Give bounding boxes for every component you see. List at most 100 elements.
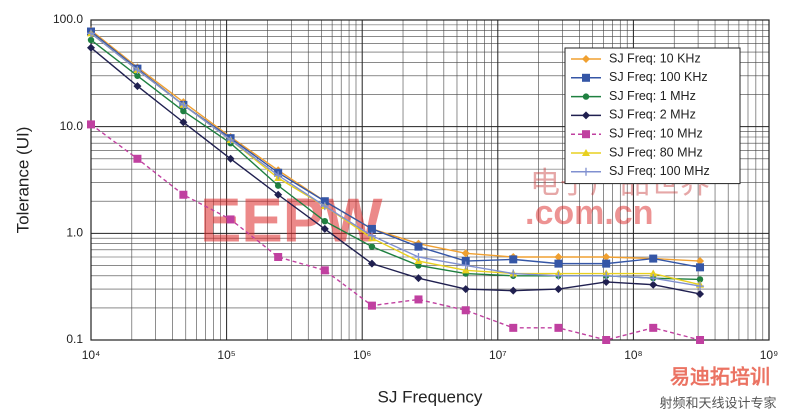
marker [226, 135, 235, 144]
marker [509, 255, 518, 264]
marker [696, 263, 705, 272]
y-axis-title: Tolerance (UI) [13, 127, 32, 234]
marker [582, 93, 590, 100]
marker [582, 111, 590, 120]
marker [179, 100, 188, 109]
marker [602, 271, 611, 280]
marker [582, 167, 590, 176]
x-tick-label: 10⁷ [489, 348, 507, 362]
series-line [90, 29, 701, 262]
marker [321, 217, 329, 225]
marker [554, 271, 563, 280]
marker [696, 276, 704, 283]
marker [582, 55, 590, 63]
marker [367, 224, 376, 233]
marker [87, 29, 95, 38]
marker [582, 73, 590, 82]
marker [602, 336, 611, 344]
marker [696, 257, 705, 266]
plot-frame [90, 19, 770, 341]
x-axis-title: SJ Frequency [378, 387, 483, 406]
marker [179, 118, 188, 127]
marker [320, 202, 329, 211]
marker [554, 259, 563, 268]
marker [696, 289, 705, 298]
marker [133, 154, 142, 163]
marker [509, 323, 518, 332]
marker [367, 259, 376, 268]
series [87, 120, 705, 344]
marker [509, 286, 518, 295]
marker [87, 120, 95, 129]
marker [320, 197, 329, 206]
marker [134, 72, 141, 79]
series-line [90, 32, 701, 287]
watermark: 射频和天线设计专家 [659, 395, 776, 410]
y-tick-label: 1.0 [66, 226, 83, 240]
series [87, 43, 705, 298]
marker [414, 274, 423, 283]
x-tick-label: 10⁹ [760, 348, 779, 362]
y-tick-label: 100.0 [53, 12, 83, 26]
marker [582, 130, 590, 139]
marker [226, 154, 235, 163]
marker [179, 190, 188, 199]
marker [649, 269, 658, 277]
x-tick-label: 10⁶ [353, 348, 371, 362]
marker [274, 252, 283, 261]
legend-label: SJ Freq: 100 KHz [609, 70, 708, 84]
marker [554, 252, 563, 261]
marker [696, 336, 705, 344]
legend-label: SJ Freq: 10 KHz [609, 51, 701, 65]
marker [367, 231, 376, 240]
marker [649, 323, 658, 332]
marker [602, 252, 611, 261]
marker [274, 182, 282, 189]
marker [367, 301, 376, 310]
marker [509, 269, 518, 278]
legend-label: SJ Freq: 10 MHz [609, 126, 703, 140]
marker [87, 36, 95, 44]
marker [461, 261, 470, 270]
marker [582, 149, 590, 156]
watermark: .com.cn [525, 194, 653, 232]
legend-label: SJ Freq: 2 MHz [609, 108, 696, 122]
marker [320, 224, 329, 233]
marker [461, 285, 470, 294]
watermark: 易迪拓培训 [670, 364, 770, 388]
marker [696, 282, 705, 291]
series-line [90, 47, 701, 295]
marker [414, 252, 423, 261]
marker [414, 295, 423, 304]
marker [554, 323, 563, 332]
marker [649, 280, 658, 289]
marker [368, 243, 376, 250]
legend-label: SJ Freq: 100 MHz [609, 164, 710, 178]
marker [320, 266, 329, 275]
y-tick-label: 10.0 [60, 119, 84, 133]
y-tick-label: 0.1 [66, 332, 83, 346]
marker [461, 306, 470, 315]
marker [274, 171, 283, 180]
marker [461, 249, 470, 258]
marker [274, 190, 283, 199]
marker [554, 285, 563, 294]
marker [180, 107, 187, 115]
x-tick-label: 10⁴ [82, 348, 101, 362]
marker [649, 254, 658, 263]
marker [602, 259, 611, 268]
marker [602, 277, 611, 286]
x-tick-label: 10⁵ [217, 348, 235, 362]
series-line [90, 123, 701, 341]
x-tick-label: 10⁸ [624, 348, 642, 362]
marker [87, 43, 95, 52]
marker [461, 257, 470, 266]
marker [461, 266, 470, 274]
marker [133, 65, 142, 74]
legend-label: SJ Freq: 80 MHz [609, 145, 703, 159]
marker [414, 242, 423, 251]
marker [226, 215, 235, 224]
marker [649, 274, 658, 283]
series [87, 29, 705, 291]
